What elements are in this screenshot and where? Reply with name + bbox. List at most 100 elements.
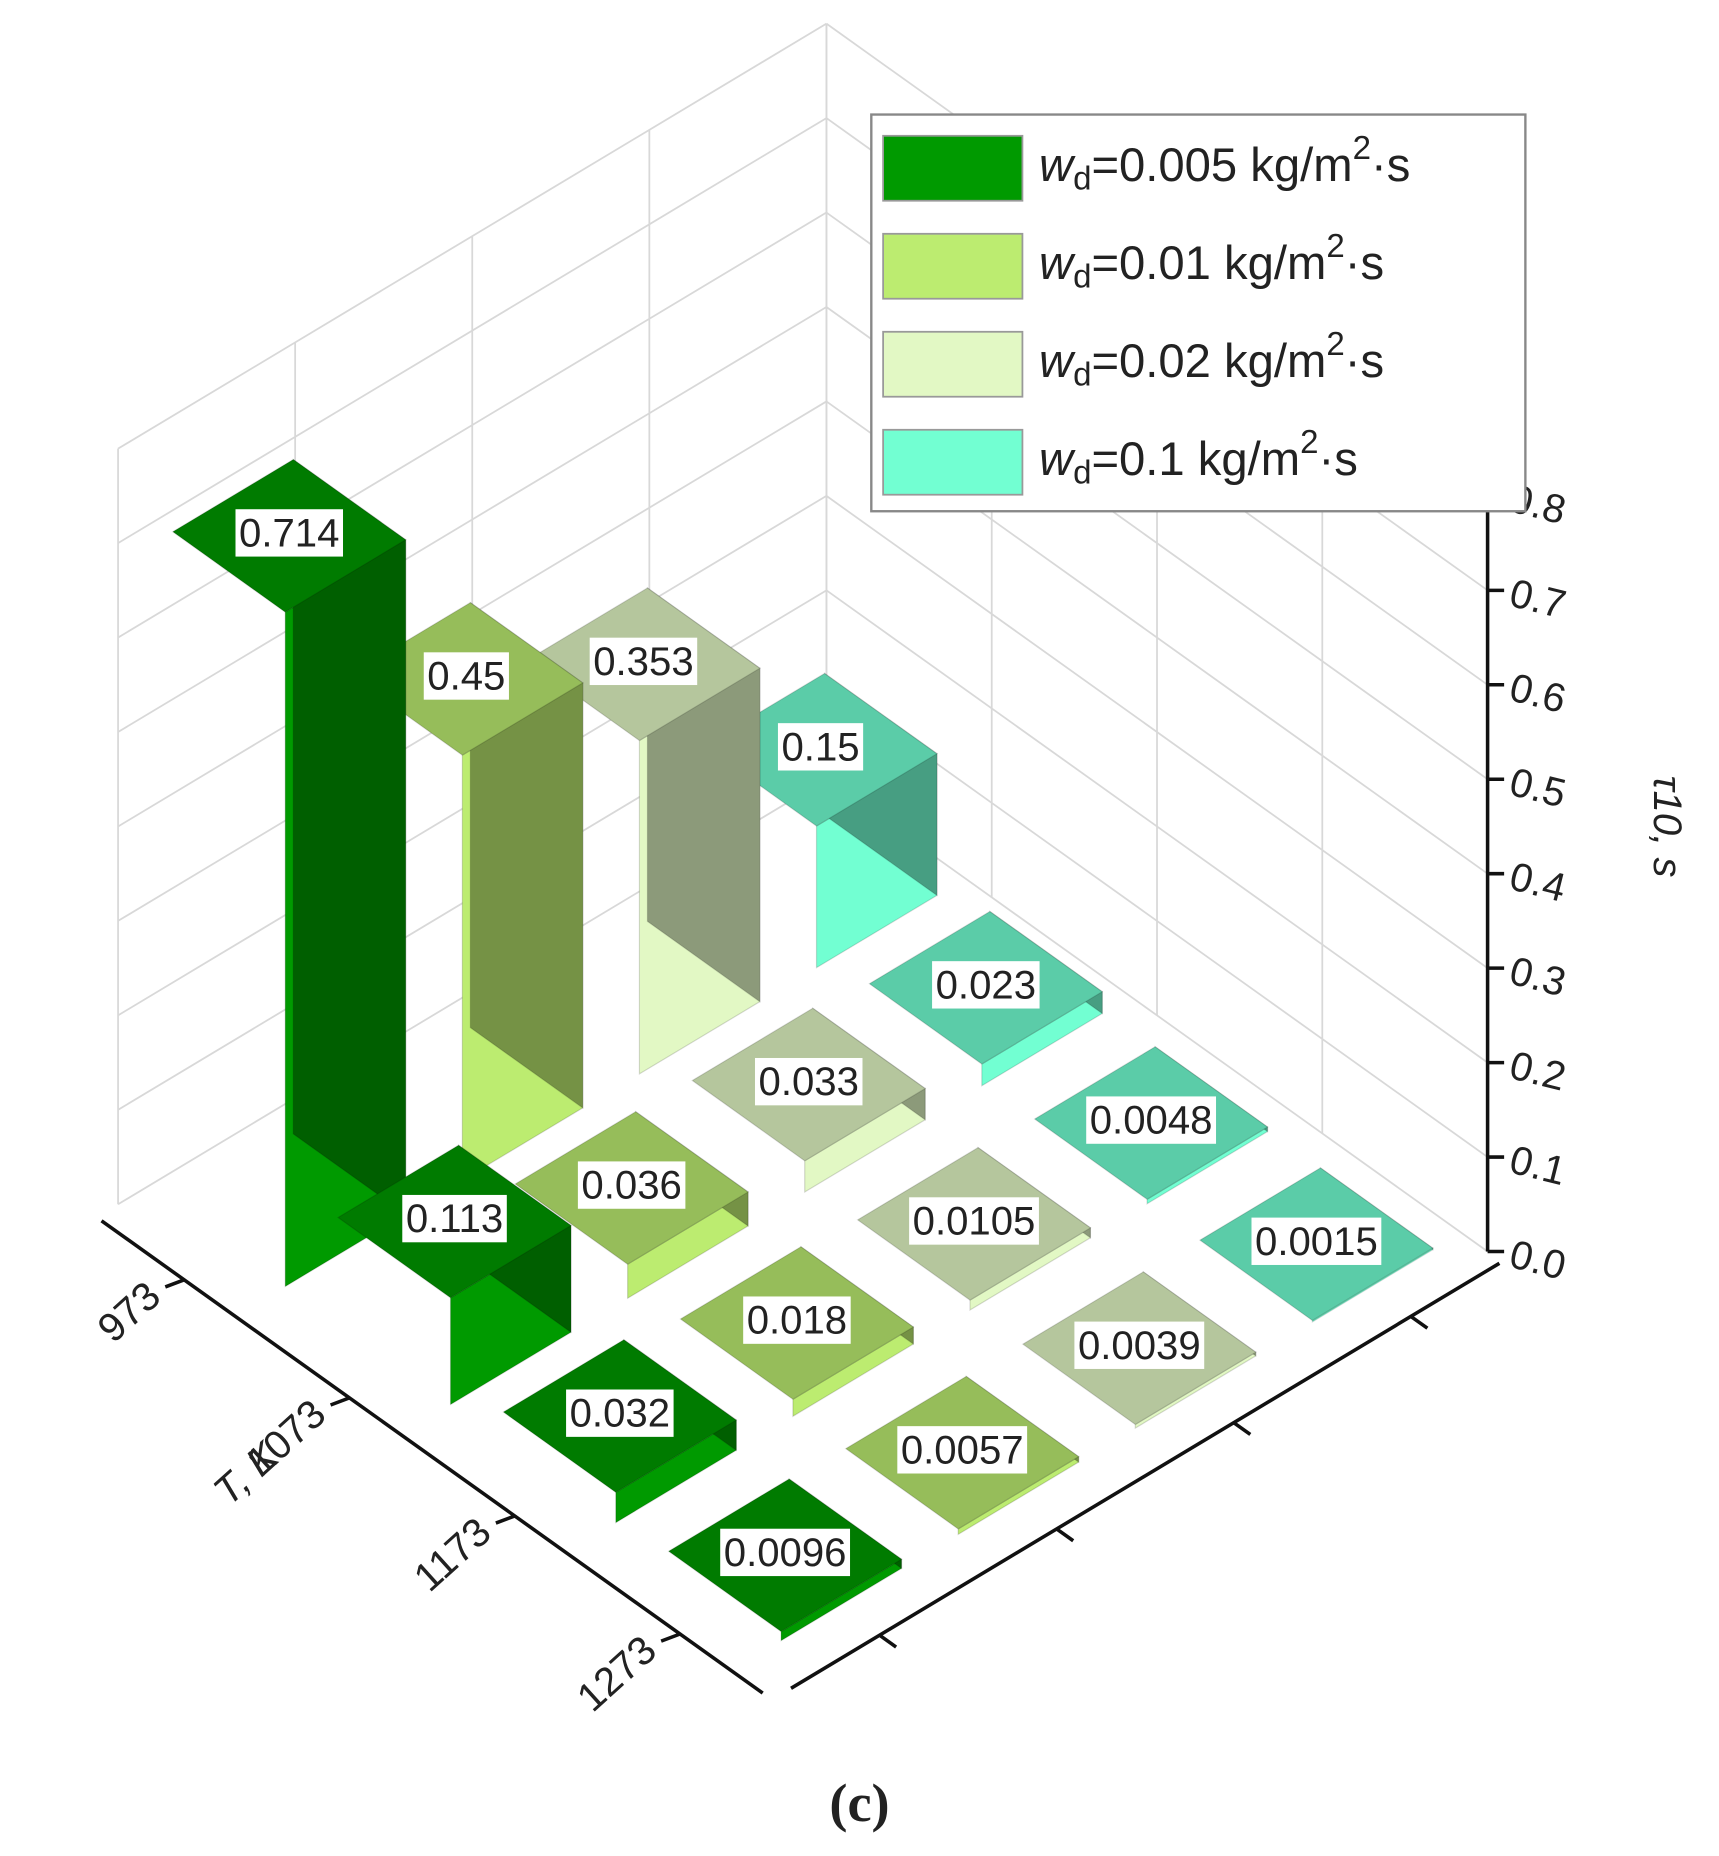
data-label-bg <box>897 1426 1028 1474</box>
legend-label: wd=0.02 kg/m2·s <box>1039 326 1384 394</box>
legend-label: wd=0.1 kg/m2·s <box>1039 424 1358 492</box>
legend-label-part: ·s <box>1371 139 1410 192</box>
legend-label-part: d <box>1073 160 1091 197</box>
data-label-bg <box>1251 1217 1382 1265</box>
data-label-bg <box>754 1057 863 1106</box>
legend-label-part: 2 <box>1300 424 1318 461</box>
legend-label-part: ·s <box>1345 335 1384 388</box>
data-label-bg <box>235 509 344 557</box>
data-label-group: 0.0105 <box>909 1197 1039 1245</box>
data-label-group: 0.113 <box>402 1194 507 1243</box>
z-axis-title: τ10, s <box>1645 775 1690 877</box>
data-label-group: 0.036 <box>577 1161 686 1209</box>
data-label: 0.0048 <box>1090 1098 1213 1143</box>
data-label: 0.033 <box>759 1059 859 1104</box>
legend-swatch <box>882 134 1024 202</box>
legend-label-part: ·s <box>1319 433 1358 486</box>
legend-swatch <box>882 232 1024 300</box>
data-label-bg <box>566 1389 674 1437</box>
data-label: 0.0096 <box>724 1530 847 1575</box>
y-axis <box>790 1261 1501 1690</box>
bar <box>525 586 761 1075</box>
x-tick-label: 973 <box>89 1273 169 1351</box>
data-label-bg <box>743 1296 851 1344</box>
data-label-group: 0.0039 <box>1074 1321 1205 1369</box>
y-tick <box>1232 1421 1252 1436</box>
data-label: 0.0105 <box>913 1198 1036 1243</box>
legend-label-part: =0.1 kg/m <box>1091 433 1300 486</box>
legend-swatch <box>882 330 1024 398</box>
x-tick <box>660 1632 681 1643</box>
data-label-group: 0.15 <box>777 723 864 771</box>
caption: (c) <box>829 1773 889 1833</box>
data-label-bg <box>720 1528 851 1577</box>
data-label-group: 0.032 <box>566 1389 674 1437</box>
data-label-group: 0.714 <box>235 509 344 557</box>
data-label-group: 0.353 <box>589 637 698 686</box>
data-label-bg <box>1086 1096 1217 1144</box>
data-label: 0.032 <box>570 1391 670 1436</box>
data-label-bg <box>1074 1321 1205 1369</box>
data-label-group: 0.0057 <box>897 1426 1028 1474</box>
y-tick <box>1409 1314 1429 1330</box>
legend-label-part: =0.01 kg/m <box>1091 237 1326 290</box>
y-tick <box>878 1633 898 1649</box>
data-label-group: 0.0015 <box>1251 1217 1382 1265</box>
data-label-bg <box>402 1194 507 1243</box>
legend-label-part: d <box>1073 258 1091 295</box>
bars: 0.15 0.353 0.023 0.45 0.033 0.0048 0.714 0.036 0… <box>171 458 1434 1642</box>
z-tick-label: 0.6 <box>1505 665 1570 722</box>
data-label: 0.113 <box>406 1196 503 1241</box>
x-tick-label: 1173 <box>405 1509 499 1600</box>
data-label-group: 0.45 <box>423 652 509 700</box>
data-label-bg <box>589 637 698 686</box>
legend-label-part: =0.005 kg/m <box>1091 139 1352 192</box>
data-label-bg <box>423 652 509 700</box>
data-label: 0.353 <box>593 639 693 684</box>
z-tick-label: 0.5 <box>1505 759 1570 816</box>
legend-label-part: 2 <box>1326 228 1344 265</box>
data-label-bg <box>909 1197 1039 1245</box>
legend-label-part: ·s <box>1345 237 1384 290</box>
data-label: 0.036 <box>581 1163 681 1208</box>
x-axis <box>100 1219 764 1695</box>
bar <box>171 458 407 1288</box>
bar <box>337 1144 573 1406</box>
z-tick-label: 0.3 <box>1505 948 1570 1005</box>
x-tick-label: 1273 <box>568 1627 664 1720</box>
data-label-group: 0.033 <box>754 1057 863 1106</box>
z-tick-label: 0.2 <box>1505 1043 1570 1100</box>
data-label-group: 0.0048 <box>1086 1096 1217 1144</box>
data-label: 0.0057 <box>901 1427 1024 1472</box>
x-tick <box>164 1278 185 1289</box>
data-label: 0.018 <box>747 1298 847 1343</box>
legend-label-part: w <box>1039 139 1076 192</box>
data-label: 0.023 <box>936 962 1036 1007</box>
legend-label: wd=0.005 kg/m2·s <box>1039 130 1410 198</box>
legend-label-part: w <box>1039 335 1076 388</box>
data-label-bg <box>577 1161 686 1209</box>
data-label: 0.0015 <box>1255 1219 1378 1264</box>
data-label-bg <box>777 723 864 771</box>
legend-label-part: w <box>1039 237 1076 290</box>
z-tick-label: 0.7 <box>1505 570 1570 627</box>
data-label-group: 0.023 <box>932 961 1040 1009</box>
data-label-group: 0.0096 <box>720 1528 851 1577</box>
z-tick-label: 0.4 <box>1505 854 1570 911</box>
data-label: 0.15 <box>781 724 859 769</box>
legend-label-part: =0.02 kg/m <box>1091 335 1326 388</box>
y-tick <box>1055 1527 1075 1543</box>
legend-label-part: d <box>1073 454 1091 491</box>
data-label: 0.714 <box>239 510 339 555</box>
data-label: 0.0039 <box>1078 1323 1201 1368</box>
x-tick <box>329 1396 351 1407</box>
data-label-group: 0.018 <box>743 1296 851 1344</box>
data-label-bg <box>932 961 1040 1009</box>
legend: wd=0.005 kg/m2·swd=0.01 kg/m2·swd=0.02 k… <box>870 113 1527 513</box>
z-tick-label: 0.0 <box>1505 1231 1570 1288</box>
legend-label-part: 2 <box>1353 130 1371 167</box>
legend-label-part: w <box>1039 433 1076 486</box>
legend-swatch <box>882 428 1024 496</box>
data-label: 0.45 <box>427 653 505 698</box>
